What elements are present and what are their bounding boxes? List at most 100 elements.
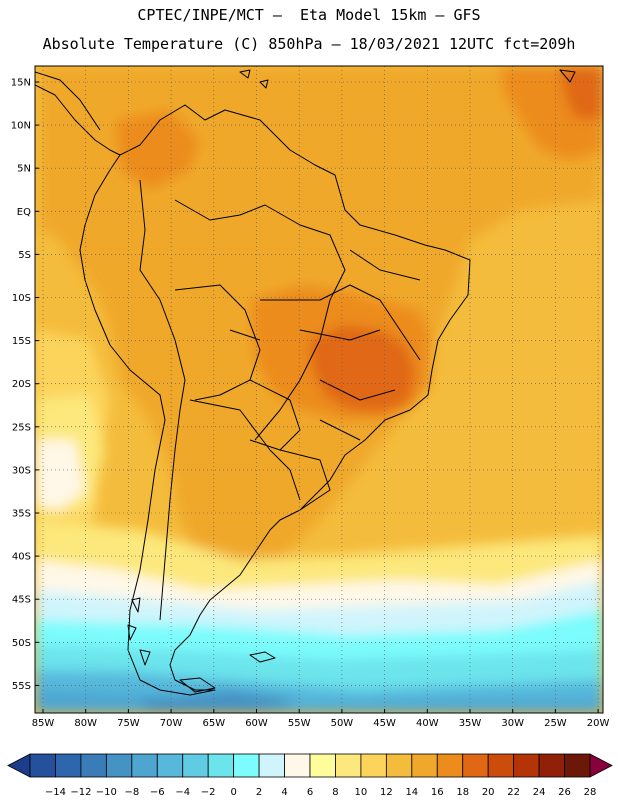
legend-label: −12 (70, 787, 91, 798)
legend-swatch (538, 753, 565, 778)
lon-label: 40W (416, 718, 439, 729)
legend-swatch (55, 753, 82, 778)
lat-label: 45S (12, 595, 31, 606)
legend-swatch (309, 753, 336, 778)
field-zone-m6 (140, 690, 300, 713)
legend-swatch (156, 753, 184, 778)
legend-swatch (436, 753, 464, 778)
legend-label: 14 (405, 787, 418, 798)
lat-label: 5N (17, 164, 31, 175)
lon-label: 50W (331, 718, 354, 729)
legend-label: 2 (256, 787, 262, 798)
lat-label: 15S (12, 336, 31, 347)
lon-label: 85W (32, 718, 55, 729)
legend-swatch (462, 753, 489, 778)
lat-label: 30S (12, 465, 31, 476)
brazil-states (229, 249, 421, 441)
legend-swatch (80, 753, 107, 778)
legend-swatch (131, 753, 158, 778)
bolivia-border (174, 284, 261, 401)
lat-label: 40S (12, 552, 31, 563)
legend-label: 24 (533, 787, 546, 798)
temperature-field (35, 66, 603, 713)
legend-swatch (487, 753, 515, 778)
caribbean-islands (239, 69, 576, 89)
lon-label: 20W (587, 718, 610, 729)
legend-arrow-low (7, 753, 31, 778)
lat-label: 10N (11, 121, 31, 132)
lon-label: 75W (117, 718, 140, 729)
legend-label: −14 (45, 787, 66, 798)
field-zone-22 (310, 325, 415, 412)
legend-label: −6 (150, 787, 165, 798)
lat-label: 5S (18, 250, 31, 261)
legend-swatch (335, 753, 362, 778)
coastlines (35, 69, 576, 696)
legend-swatch (411, 753, 438, 778)
lat-label: 20S (12, 379, 31, 390)
field-zone-6-w (35, 440, 85, 510)
brazil-border (174, 199, 346, 441)
legend-label: 12 (380, 787, 393, 798)
title-line-1: CPTEC/INPE/MCT – Eta Model 15km – GFS (137, 6, 481, 24)
legend-swatch (258, 753, 285, 778)
legend-label: 28 (584, 787, 597, 798)
lon-label: 80W (74, 718, 97, 729)
lat-label: EQ (17, 207, 31, 218)
legend-swatch (182, 753, 209, 778)
central-america-coastline (35, 84, 121, 156)
lat-label: 10S (12, 293, 31, 304)
legend-label: −2 (201, 787, 216, 798)
legend-label: 20 (482, 787, 495, 798)
legend-swatch (29, 753, 56, 778)
map-frame (34, 65, 604, 714)
uruguay-border (279, 449, 331, 511)
legend-swatch (564, 753, 591, 778)
legend-swatch (105, 753, 133, 778)
andes-border (139, 179, 186, 621)
legend-swatch (513, 753, 540, 778)
lat-label: 15N (11, 78, 31, 89)
longitude-labels: 85W 80W 75W 70W 65W 60W 55W 50W 45W 40W 35W 30W 25W 2… (32, 709, 610, 729)
legend-label: −8 (124, 787, 139, 798)
legend-label: 26 (558, 787, 571, 798)
lat-label: 25S (12, 422, 31, 433)
legend-label: 6 (307, 787, 313, 798)
lat-label: 55S (12, 681, 31, 692)
tierra-del-fuego (179, 677, 216, 693)
legend-label: 10 (355, 787, 368, 798)
lon-label: 70W (160, 718, 183, 729)
color-legend: −14 −12 −10 −8 −6 −4 −2 0 2 4 6 8 10 12 14 16 18 20 22 24 26… (7, 753, 613, 798)
legend-label: 8 (332, 787, 338, 798)
legend-label: 16 (431, 787, 444, 798)
paraguay-border (249, 379, 301, 451)
lon-label: 25W (544, 718, 567, 729)
legend-label: −4 (175, 787, 190, 798)
legend-arrow-high (589, 753, 613, 778)
legend-swatch (360, 753, 387, 778)
legend-swatch (385, 753, 413, 778)
legend-label: 0 (230, 787, 236, 798)
legend-label: 4 (281, 787, 287, 798)
legend-swatch (207, 753, 235, 778)
title-line-2: Absolute Temperature (C) 850hPa – 18/03/… (42, 35, 576, 53)
legend-swatch (233, 753, 260, 778)
legend-label: 22 (507, 787, 520, 798)
field-zone-12 (35, 520, 603, 600)
legend-label: 18 (456, 787, 469, 798)
field-zone-20-nw (115, 110, 200, 190)
south-america-coastline (79, 104, 471, 696)
lat-label: 50S (12, 638, 31, 649)
falklands (249, 651, 276, 663)
lon-label: 35W (459, 718, 482, 729)
lon-label: 60W (245, 718, 268, 729)
legend-label: −10 (96, 787, 117, 798)
lon-label: 65W (202, 718, 225, 729)
central-america-north (35, 71, 101, 131)
gridlines (35, 66, 603, 713)
legend-swatch (284, 753, 311, 778)
lat-label: 35S (12, 509, 31, 520)
argentina-border (189, 399, 301, 501)
lon-label: 45W (373, 718, 396, 729)
